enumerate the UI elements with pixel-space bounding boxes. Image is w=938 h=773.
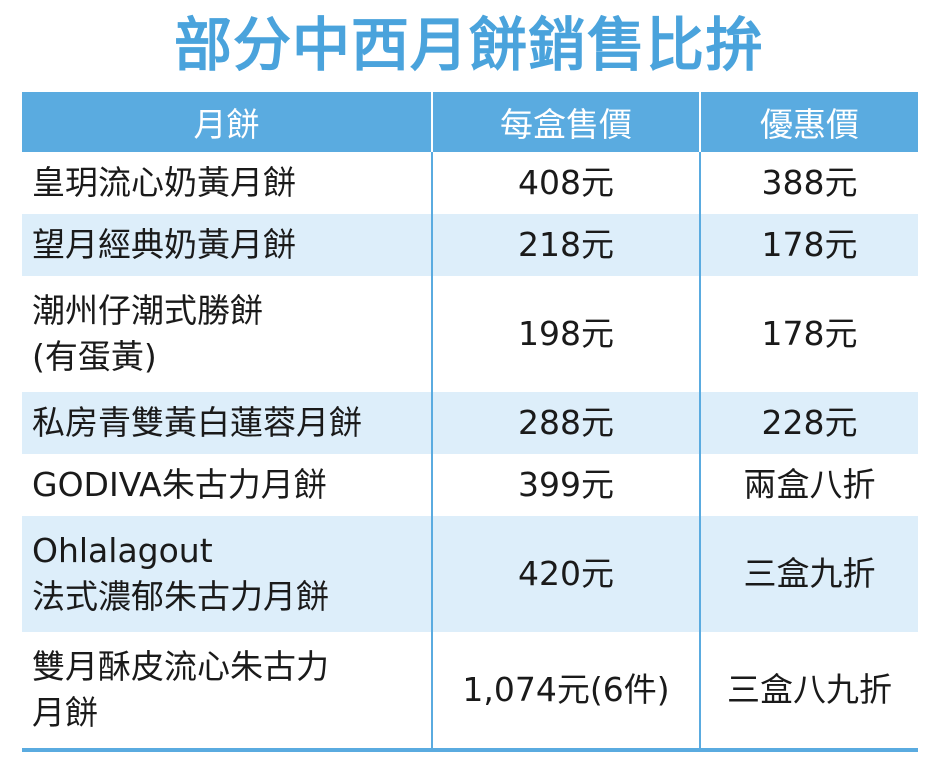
name-line: 潮州仔潮式勝餅 xyxy=(32,291,263,330)
name-line: 月餅 xyxy=(32,693,98,732)
name-line: (有蛋黃) xyxy=(32,337,157,376)
name-line: GODIVA朱古力月餅 xyxy=(32,465,327,504)
cell-name: Ohlalagout 法式濃郁朱古力月餅 xyxy=(22,516,432,632)
cell-offer: 三盒九折 xyxy=(699,516,918,632)
cell-offer: 178元 xyxy=(699,214,918,276)
table-row: Ohlalagout 法式濃郁朱古力月餅 420元 三盒九折 xyxy=(22,516,918,632)
name-line: 皇玥流心奶黃月餅 xyxy=(32,163,296,202)
cell-offer: 228元 xyxy=(699,392,918,454)
table-row: 望月經典奶黃月餅 218元 178元 xyxy=(22,214,918,276)
header-mooncake: 月餅 xyxy=(22,92,432,152)
name-line: 法式濃郁朱古力月餅 xyxy=(32,577,329,616)
cell-price: 399元 xyxy=(431,454,700,516)
table-row: 雙月酥皮流心朱古力 月餅 1,074元(6件) 三盒八九折 xyxy=(22,632,918,752)
table-row: 私房青雙黃白蓮蓉月餅 288元 228元 xyxy=(22,392,918,454)
cell-offer: 三盒八九折 xyxy=(699,632,918,752)
cell-price: 408元 xyxy=(431,152,700,214)
cell-name: 潮州仔潮式勝餅 (有蛋黃) xyxy=(22,276,432,392)
header-row: 月餅 每盒售價 優惠價 xyxy=(22,92,918,152)
cell-price: 288元 xyxy=(431,392,700,454)
table-row: 潮州仔潮式勝餅 (有蛋黃) 198元 178元 xyxy=(22,276,918,392)
cell-price: 1,074元(6件) xyxy=(431,632,700,752)
table-row: GODIVA朱古力月餅 399元 兩盒八折 xyxy=(22,454,918,516)
header-offer-price: 優惠價 xyxy=(699,92,918,152)
cell-price: 420元 xyxy=(431,516,700,632)
cell-offer: 178元 xyxy=(699,276,918,392)
cell-offer: 388元 xyxy=(699,152,918,214)
cell-name: 望月經典奶黃月餅 xyxy=(22,214,432,276)
header-price-per-box: 每盒售價 xyxy=(431,92,700,152)
mooncake-price-table: 月餅 每盒售價 優惠價 皇玥流心奶黃月餅 408元 388元 望月經典奶黃月餅 … xyxy=(22,92,918,752)
cell-name: 雙月酥皮流心朱古力 月餅 xyxy=(22,632,432,752)
cell-price: 218元 xyxy=(431,214,700,276)
cell-name: 皇玥流心奶黃月餅 xyxy=(22,152,432,214)
table-row: 皇玥流心奶黃月餅 408元 388元 xyxy=(22,152,918,214)
name-line: 私房青雙黃白蓮蓉月餅 xyxy=(32,403,362,442)
table-title: 部分中西月餅銷售比拚 xyxy=(173,11,764,79)
cell-name: GODIVA朱古力月餅 xyxy=(22,454,432,516)
name-line: 望月經典奶黃月餅 xyxy=(32,225,296,264)
name-line: 雙月酥皮流心朱古力 xyxy=(32,647,329,686)
cell-name: 私房青雙黃白蓮蓉月餅 xyxy=(22,392,432,454)
cell-offer: 兩盒八折 xyxy=(699,454,918,516)
name-line: Ohlalagout xyxy=(32,531,213,570)
cell-price: 198元 xyxy=(431,276,700,392)
